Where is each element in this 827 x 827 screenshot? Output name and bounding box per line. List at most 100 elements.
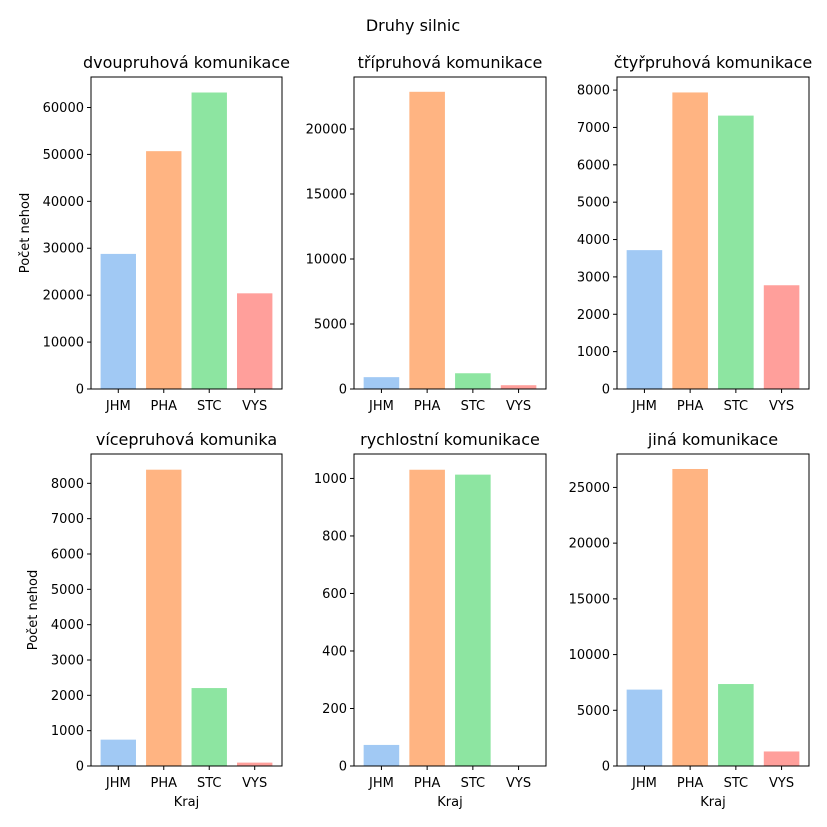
bar-stc — [454, 473, 492, 767]
x-tick-label: STC — [461, 399, 486, 414]
y-tick-label: 10000 — [569, 648, 610, 663]
bar-stc — [717, 683, 755, 767]
y-tick-label: 0 — [339, 383, 347, 398]
bar-jhm — [362, 376, 401, 390]
y-tick-label: 400 — [322, 644, 347, 659]
y-tick-label: 4000 — [577, 233, 610, 248]
panel-title: rychlostní komunikace — [360, 430, 540, 449]
y-tick-label: 5000 — [577, 196, 610, 211]
x-tick-label: PHA — [151, 776, 178, 791]
y-tick-label: 60000 — [43, 101, 84, 116]
y-tick-label: 8000 — [577, 84, 610, 99]
bar-stc — [190, 91, 228, 390]
panel-title: jiná komunikace — [647, 430, 778, 449]
axes-frame — [90, 76, 283, 390]
bar-stc — [717, 114, 755, 390]
y-tick-label: 600 — [322, 587, 347, 602]
y-tick-label: 20000 — [569, 537, 610, 552]
bar-pha — [671, 467, 709, 767]
bar-jhm — [362, 743, 401, 767]
y-tick-label: 7000 — [51, 512, 84, 527]
x-tick-label: STC — [197, 399, 222, 414]
y-tick-label: 6000 — [51, 547, 84, 562]
x-tick-label: VYS — [242, 776, 267, 791]
panel-4: JHM PHA STC VYS 0 1000 2000 3000 4000 5000 6000 700… — [26, 430, 283, 810]
y-axis-label: Počet nehod — [18, 193, 33, 273]
x-axis-label: Kraj — [174, 795, 199, 810]
x-tick-label: JHM — [105, 776, 131, 791]
axes-frame — [616, 453, 810, 767]
y-tick-label: 40000 — [43, 195, 84, 210]
x-tick-label: JHM — [631, 399, 657, 414]
x-tick-label: VYS — [242, 399, 267, 414]
x-axis-label: Kraj — [700, 795, 725, 810]
y-tick-label: 0 — [76, 383, 84, 398]
bar-vys — [762, 284, 801, 390]
y-tick-label: 2000 — [577, 308, 610, 323]
y-tick-label: 3000 — [51, 653, 84, 668]
y-tick-label: 4000 — [51, 618, 84, 633]
x-tick-label: PHA — [151, 399, 178, 414]
x-tick-label: JHM — [368, 399, 394, 414]
y-tick-label: 2000 — [51, 689, 84, 704]
x-axis-label: Kraj — [437, 795, 462, 810]
bar-jhm — [625, 688, 664, 767]
panel-title: dvoupruhová komunikace — [83, 53, 290, 72]
y-tick-label: 7000 — [577, 121, 610, 136]
y-tick-label: 50000 — [43, 148, 84, 163]
bar-vys — [762, 750, 801, 767]
y-tick-label: 5000 — [314, 318, 347, 333]
bar-vys — [236, 292, 274, 390]
x-tick-label: PHA — [677, 776, 704, 791]
y-tick-label: 30000 — [43, 242, 84, 257]
y-tick-label: 200 — [322, 702, 347, 717]
y-tick-label: 6000 — [577, 158, 610, 173]
bar-pha — [671, 91, 709, 390]
panel-6: JHM PHA STC VYS 0 5000 10000 15000 20000 25000 jin… — [569, 430, 810, 810]
y-tick-label: 8000 — [51, 477, 84, 492]
panel-3: JHM PHA STC VYS 0 1000 2000 3000 4000 5000 6000 700… — [577, 53, 812, 414]
panel-title: třípruhová komunikace — [358, 53, 543, 72]
y-tick-label: 15000 — [306, 188, 347, 203]
y-tick-label: 0 — [602, 383, 610, 398]
x-tick-label: VYS — [506, 776, 531, 791]
x-tick-label: VYS — [769, 399, 794, 414]
bar-pha — [408, 468, 446, 767]
y-tick-label: 5000 — [577, 704, 610, 719]
y-tick-label: 1000 — [51, 724, 84, 739]
y-tick-label: 0 — [602, 760, 610, 775]
bar-jhm — [99, 738, 137, 767]
y-tick-label: 0 — [339, 760, 347, 775]
y-tick-label: 5000 — [51, 583, 84, 598]
x-tick-label: PHA — [414, 776, 441, 791]
y-tick-label: 10000 — [306, 253, 347, 268]
axes-frame — [353, 453, 547, 767]
bar-jhm — [625, 249, 664, 390]
axes-frame — [90, 453, 283, 767]
y-tick-label: 1000 — [577, 345, 610, 360]
panel-title: čtyřpruhová komunikace — [614, 53, 813, 72]
axes-frame — [616, 76, 810, 390]
x-tick-label: VYS — [506, 399, 531, 414]
x-tick-label: STC — [197, 776, 222, 791]
bar-pha — [408, 90, 446, 390]
panel-5: JHM PHA STC VYS 0 200 400 600 800 1000 rychlostní … — [314, 430, 547, 810]
bar-vys — [499, 384, 538, 390]
y-axis-label: Počet nehod — [26, 570, 41, 650]
x-tick-label: PHA — [414, 399, 441, 414]
y-tick-label: 15000 — [569, 592, 610, 607]
y-tick-label: 0 — [76, 760, 84, 775]
x-tick-label: JHM — [105, 399, 131, 414]
bar-pha — [145, 150, 183, 390]
y-tick-label: 3000 — [577, 270, 610, 285]
y-tick-label: 20000 — [306, 123, 347, 138]
bar-stc — [454, 372, 492, 390]
chart-panels: JHM PHA STC VYS0100002000030000400005000060… — [18, 53, 812, 810]
axes-frame — [353, 76, 547, 390]
y-tick-label: 800 — [322, 529, 347, 544]
panel-1: JHM PHA STC VYS 0 10000 20000 30000 40000 50000 60… — [18, 53, 290, 414]
bar-pha — [145, 468, 183, 767]
x-tick-label: STC — [724, 399, 749, 414]
bar-stc — [190, 687, 228, 767]
